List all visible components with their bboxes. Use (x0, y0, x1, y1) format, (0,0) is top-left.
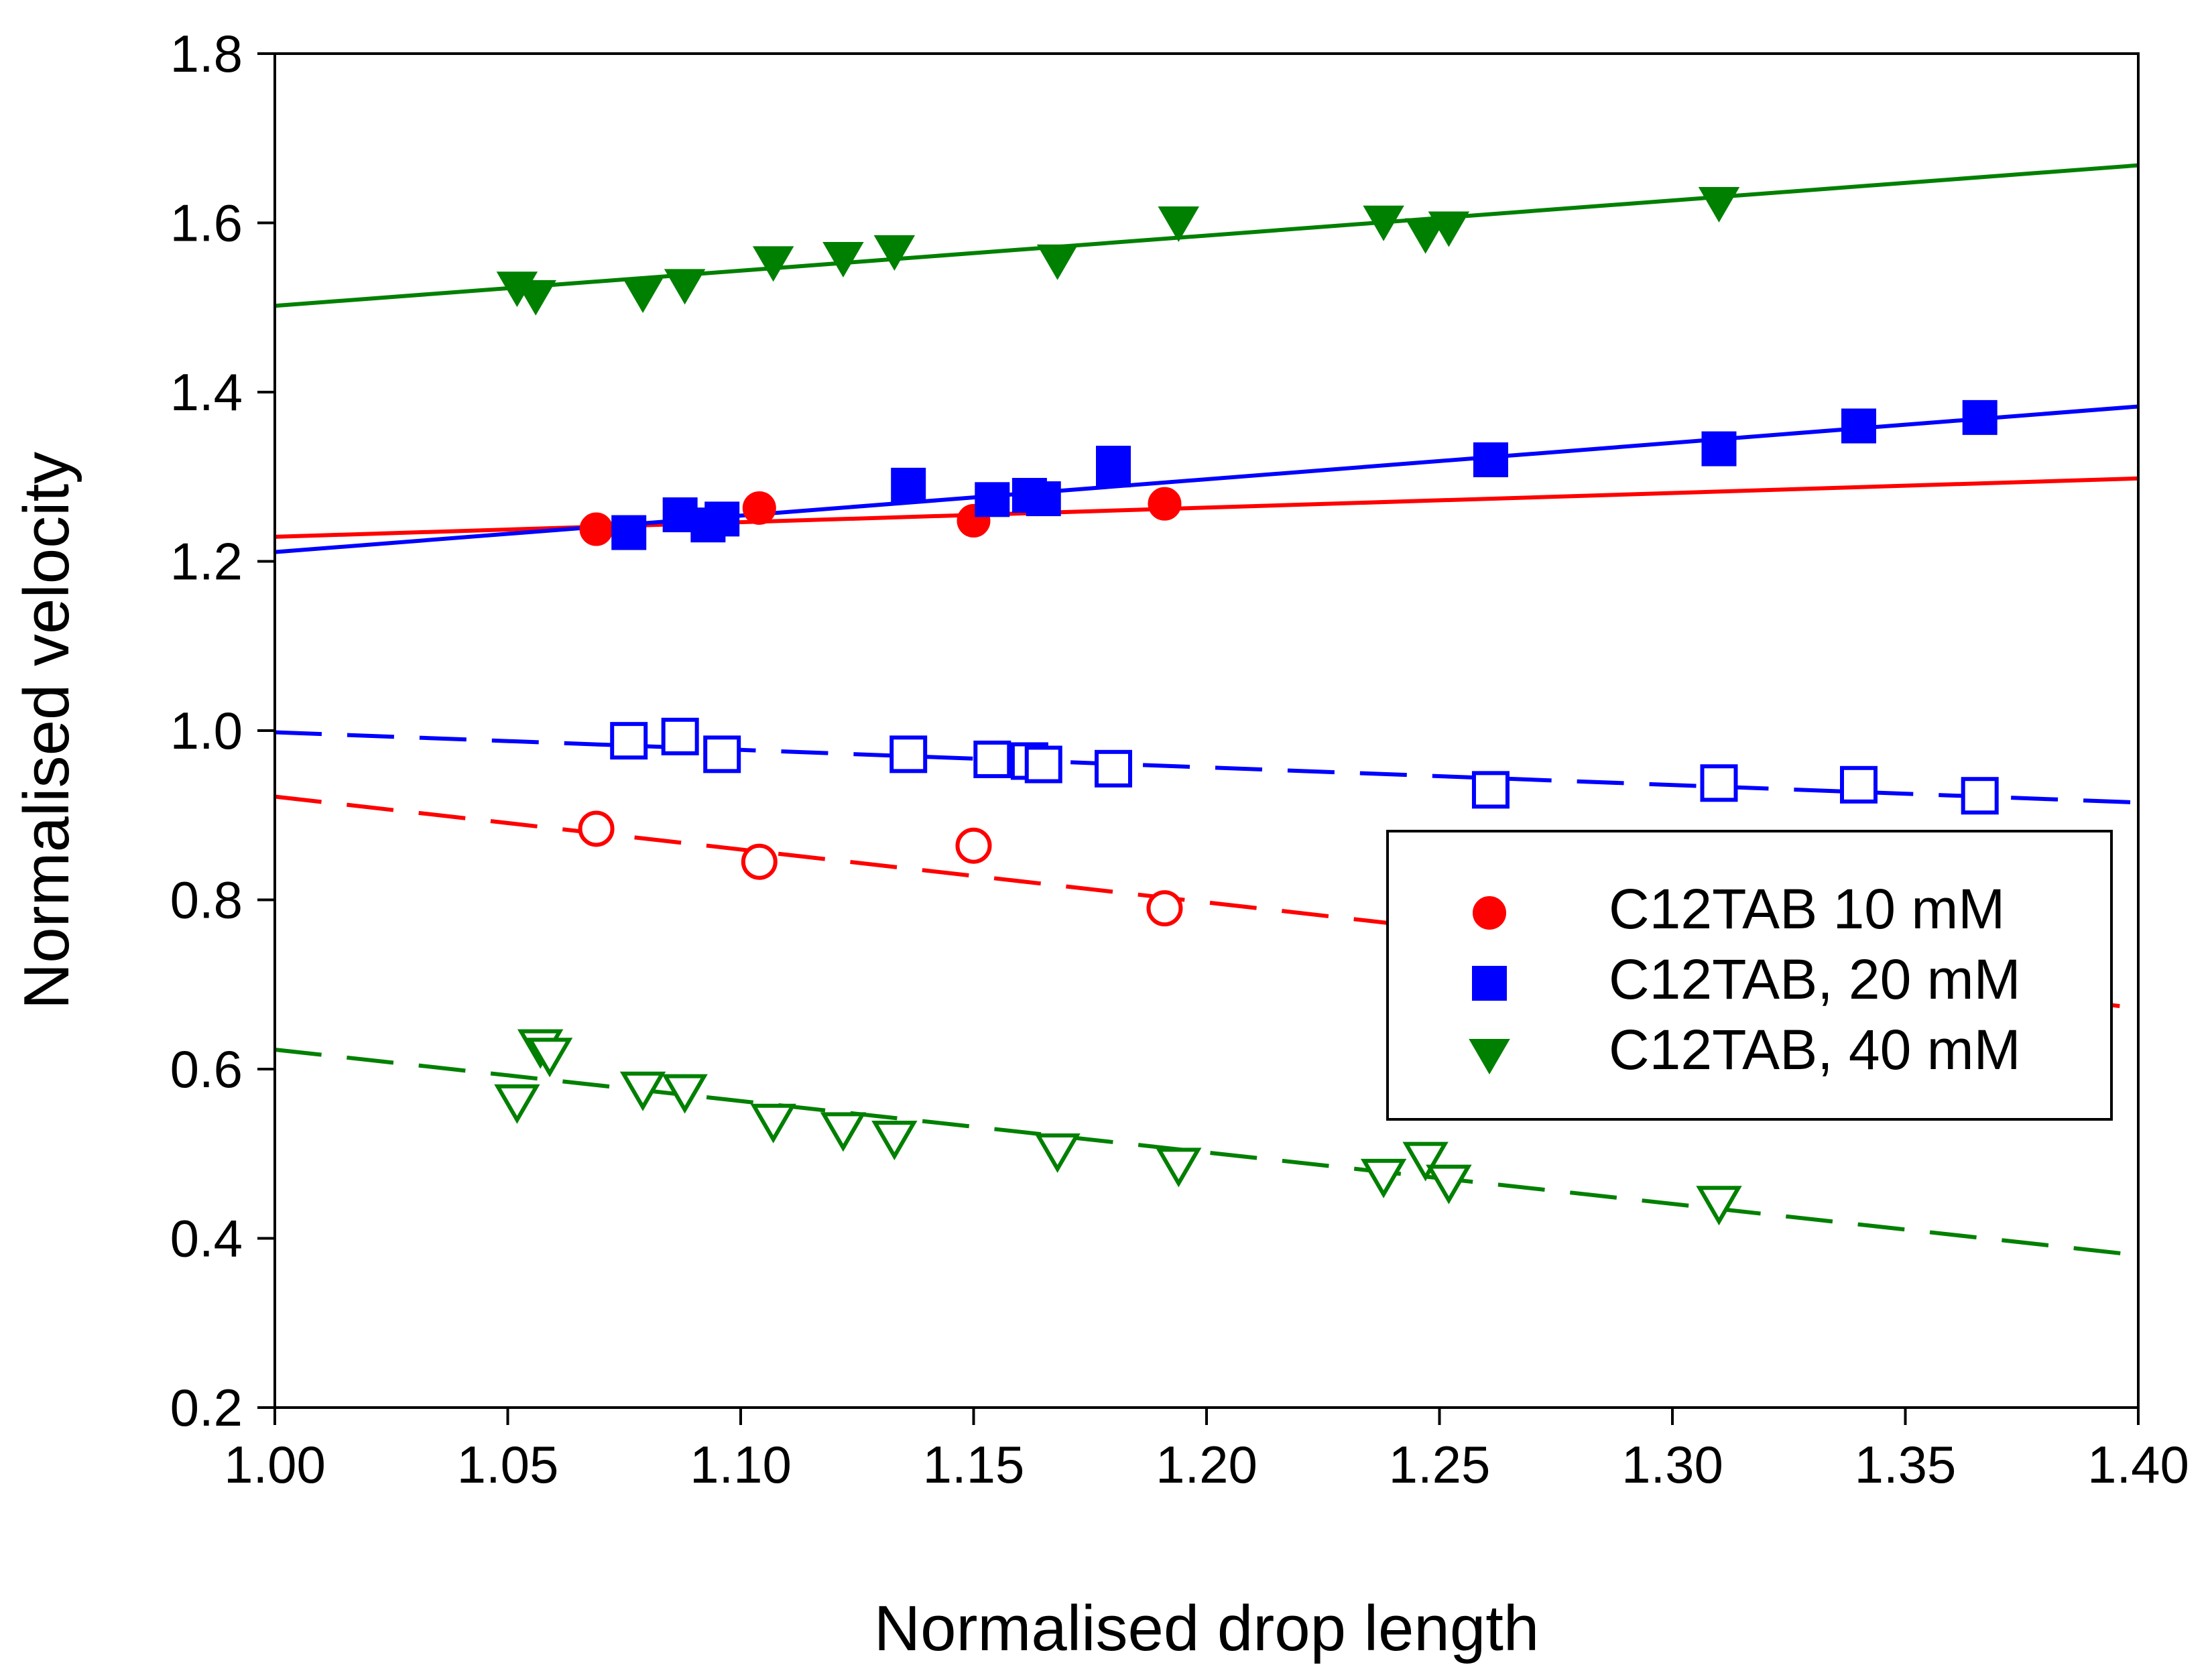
legend-marker-10mm (1473, 896, 1506, 930)
data-point-filled-20mm (975, 482, 1010, 517)
data-point-open-20mm (703, 735, 741, 773)
x-tick-label: 1.30 (1621, 1435, 1723, 1494)
data-point-open-20mm (1095, 749, 1132, 788)
data-point-open-40mm (1156, 1148, 1202, 1188)
data-point-open-40mm (526, 1038, 573, 1078)
data-point-filled-20mm (1096, 446, 1131, 481)
data-point-filled-10mm (742, 491, 776, 525)
data-point-filled-20mm (1962, 399, 1998, 435)
data-point-open-10mm (741, 843, 778, 880)
data-point-open-20mm (661, 717, 699, 755)
data-point-filled-10mm (579, 512, 613, 546)
data-point-open-40mm (1402, 1141, 1449, 1182)
data-point-open-40mm (871, 1121, 918, 1160)
data-point-filled-20mm (1701, 431, 1737, 467)
y-tick-label: 0.8 (170, 871, 243, 930)
data-point-filled-20mm (704, 501, 740, 537)
fit-line-dashed-20mm (274, 730, 2139, 805)
x-tick-label: 1.15 (923, 1435, 1025, 1494)
data-point-open-40mm (662, 1074, 708, 1114)
data-point-open-20mm (973, 740, 1011, 778)
data-point-filled-40mm (1428, 211, 1470, 247)
data-point-filled-40mm (752, 246, 794, 282)
y-tick-label: 0.2 (170, 1378, 243, 1437)
data-point-filled-40mm (515, 280, 556, 316)
data-point-open-20mm (1700, 764, 1738, 802)
legend-marker-20mm (1472, 966, 1507, 1001)
y-tick-label: 1.0 (170, 701, 243, 760)
data-point-filled-20mm (1841, 408, 1876, 444)
data-point-filled-10mm (1148, 487, 1182, 521)
data-point-filled-20mm (1473, 442, 1508, 477)
data-point-open-40mm (820, 1112, 867, 1152)
fit-line-solid-40mm (274, 163, 2139, 308)
legend-label-10mm: C12TAB 10 mM (1609, 877, 2005, 940)
legend-marker-40mm (1469, 1039, 1510, 1074)
data-point-open-20mm (1840, 765, 1878, 804)
x-tick-label: 1.40 (2087, 1435, 2189, 1494)
data-point-filled-40mm (822, 242, 864, 277)
data-point-filled-20mm (611, 515, 647, 550)
data-point-open-10mm (578, 810, 615, 847)
data-point-open-40mm (1360, 1158, 1407, 1198)
markers (494, 186, 1999, 1226)
data-point-open-20mm (1471, 771, 1510, 809)
data-point-open-20mm (1961, 777, 1999, 815)
x-tick-label: 1.05 (457, 1435, 559, 1494)
data-point-filled-20mm (1026, 481, 1061, 517)
data-point-open-40mm (1034, 1133, 1081, 1173)
data-point-filled-40mm (664, 269, 706, 305)
x-tick-label: 1.20 (1156, 1435, 1257, 1494)
data-point-open-40mm (1426, 1164, 1472, 1204)
x-tick-label: 1.00 (224, 1435, 326, 1494)
data-point-open-40mm (1696, 1186, 1742, 1226)
y-tick-label: 1.4 (170, 363, 243, 422)
fit-line-dashed-40mm (274, 1047, 2139, 1257)
data-point-open-20mm (1024, 745, 1062, 784)
axis-ticks: 1.00 1.05 1.10 1.15 1.20 1.25 1.30 1.35 1.40 0.2 0… (170, 24, 2189, 1494)
y-tick-label: 1.8 (170, 24, 243, 83)
y-tick-label: 0.4 (170, 1209, 243, 1268)
legend-label-40mm: C12TAB, 40 mM (1609, 1018, 2021, 1081)
legend-box (1386, 830, 2113, 1121)
data-point-open-40mm (619, 1071, 666, 1111)
data-point-open-20mm (610, 722, 648, 760)
y-tick-label: 1.2 (170, 532, 243, 591)
legend-label-20mm: C12TAB, 20 mM (1609, 948, 2021, 1011)
data-point-open-20mm (889, 735, 928, 773)
data-point-filled-40mm (622, 277, 664, 314)
data-point-filled-40mm (1698, 186, 1740, 223)
data-point-filled-40mm (1363, 205, 1404, 241)
data-point-filled-20mm (891, 467, 926, 503)
data-point-open-40mm (494, 1084, 540, 1124)
data-point-filled-40mm (873, 235, 916, 271)
x-tick-label: 1.25 (1389, 1435, 1491, 1494)
legend: C12TAB 10 mM C12TAB, 20 mM C12TAB, 40 mM (1386, 830, 2113, 1121)
data-point-open-10mm (955, 827, 992, 864)
data-point-filled-40mm (1158, 206, 1200, 242)
data-point-open-40mm (750, 1103, 796, 1143)
x-axis-title: Normalised drop length (874, 1593, 1540, 1664)
data-point-filled-40mm (1036, 244, 1079, 280)
y-axis-title: Normalised velocity (11, 452, 82, 1009)
x-tick-label: 1.10 (690, 1435, 792, 1494)
y-tick-label: 0.6 (170, 1040, 243, 1099)
data-point-filled-40mm (1404, 218, 1447, 254)
data-point-open-10mm (1146, 890, 1183, 927)
x-tick-label: 1.35 (1855, 1435, 1957, 1494)
legend-markers (1469, 896, 1510, 1074)
y-tick-label: 1.6 (170, 194, 243, 253)
